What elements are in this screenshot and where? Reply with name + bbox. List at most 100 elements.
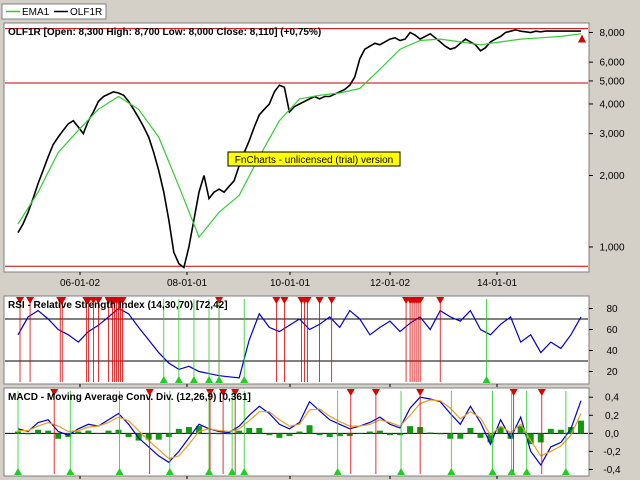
buy-signal-marker xyxy=(115,468,124,475)
buy-signal-marker xyxy=(333,468,342,475)
panel-2-ytick-label-3: -0,2 xyxy=(603,447,621,458)
sell-signal-marker xyxy=(94,297,103,304)
panel-2-ytick-label-1: 0,2 xyxy=(605,411,619,422)
sell-signal-marker xyxy=(315,297,324,304)
panel-2-ytick-label-0: 0,4 xyxy=(605,393,619,404)
panel-1-ytick-label-2: 40 xyxy=(606,346,618,357)
macd-histogram-bar xyxy=(216,433,223,435)
macd-histogram-bar xyxy=(35,429,42,434)
sell-signal-marker xyxy=(231,389,240,396)
macd-histogram-bar xyxy=(236,430,243,434)
buy-signal-marker xyxy=(240,376,249,383)
sell-signal-marker xyxy=(219,389,228,396)
sell-signal-marker xyxy=(272,297,281,304)
macd-histogram-bar xyxy=(266,433,273,436)
panel-0-title: OLF1R [Open: 8,300 High: 8,700 Low: 8,00… xyxy=(8,27,321,38)
panel-0-ytick-label-1: 6,000 xyxy=(599,58,624,69)
macd-histogram-bar xyxy=(527,433,534,445)
sell-signal-marker xyxy=(346,389,355,396)
panel-1-ytick-label-3: 20 xyxy=(606,367,618,378)
trial-watermark: FnCharts - unlicensed (trial) version xyxy=(227,151,401,167)
sell-signal-marker xyxy=(537,389,546,396)
macd-histogram-bar xyxy=(457,433,464,439)
macd-histogram-bar xyxy=(397,433,404,436)
macd-histogram-bar xyxy=(306,425,313,434)
panel-0-ytick-label-0: 8,000 xyxy=(599,28,624,39)
sell-signal-marker xyxy=(416,389,425,396)
macd-histogram-bar xyxy=(195,426,202,434)
macd-histogram-bar xyxy=(517,426,524,434)
macd-histogram-bar xyxy=(286,433,293,437)
buy-signal-marker xyxy=(66,468,75,475)
buy-signal-marker xyxy=(14,468,22,475)
macd-histogram-bar xyxy=(447,433,454,439)
panel-2-ytick-label-4: -0,4 xyxy=(603,465,621,476)
sell-signal-marker xyxy=(371,389,380,396)
panel-1-plot-area xyxy=(3,295,590,385)
buy-signal-marker xyxy=(215,376,224,383)
sell-signal-marker xyxy=(145,389,154,396)
date-tick-label-2: 10-01-01 xyxy=(270,278,310,289)
macd-histogram-bar xyxy=(105,430,112,434)
buy-signal-marker xyxy=(205,468,214,475)
macd-histogram-bar xyxy=(165,433,172,437)
macd-histogram-bar xyxy=(316,433,323,436)
panel-0-ytick-label-6: 1,000 xyxy=(599,242,624,253)
watermark-box xyxy=(227,151,401,167)
buy-signal-marker xyxy=(189,376,198,383)
macd-histogram-bar xyxy=(407,426,414,434)
panel-0-ytick-label-4: 3,000 xyxy=(599,129,624,140)
buy-signal-marker xyxy=(482,376,491,383)
macd-histogram-bar xyxy=(45,430,52,434)
macd-histogram-bar xyxy=(497,427,504,434)
price-buy-arrow-marker xyxy=(577,34,586,43)
panel-2-ytick-label-2: 0,0 xyxy=(605,429,619,440)
sell-signal-marker xyxy=(58,297,67,304)
sell-signal-marker xyxy=(436,297,445,304)
sell-signal-marker xyxy=(26,297,35,304)
panel-0-ytick-label-3: 4,000 xyxy=(599,99,624,110)
macd-histogram-bar xyxy=(557,429,564,434)
sell-signal-marker xyxy=(118,297,127,304)
panel-0-series-olf1r xyxy=(17,29,581,269)
sell-signal-marker xyxy=(303,297,312,304)
panel-1-ytick-label-1: 60 xyxy=(606,325,618,336)
legend-label-0: EMA1 xyxy=(22,7,50,18)
macd-histogram-bar xyxy=(547,428,554,434)
buy-signal-marker xyxy=(488,468,497,475)
panel-0-ytick-label-5: 2,000 xyxy=(599,171,624,182)
panel-0-ytick-label-2: 5,000 xyxy=(599,76,624,87)
macd-histogram-bar xyxy=(467,427,474,434)
buy-signal-marker xyxy=(159,376,168,383)
macd-histogram-bar xyxy=(386,433,393,436)
macd-histogram-bar xyxy=(477,433,484,438)
panel-2-series-macd xyxy=(17,396,582,467)
macd-histogram-bar xyxy=(487,433,494,443)
sell-signal-marker xyxy=(327,297,336,304)
macd-histogram-bar xyxy=(115,429,122,434)
sell-signal-marker xyxy=(84,297,93,304)
panel-1-title: RSI - Relative Strength Index (14,30,70)… xyxy=(8,300,228,311)
panel-2-title: MACD - Moving Average Conv. Div. (12,26,… xyxy=(8,392,251,403)
sell-signal-marker xyxy=(16,297,25,304)
macd-histogram-bar xyxy=(145,433,152,440)
buy-signal-marker xyxy=(507,468,516,475)
sell-signal-marker xyxy=(206,389,215,396)
macd-histogram-bar xyxy=(296,431,303,434)
panel-0-series-ema1 xyxy=(17,33,582,239)
buy-signal-marker xyxy=(174,376,183,383)
macd-histogram-bar xyxy=(226,433,233,435)
macd-histogram-bar xyxy=(437,433,444,435)
macd-histogram-bar xyxy=(376,430,383,434)
macd-histogram-bar xyxy=(155,433,162,440)
macd-histogram-bar xyxy=(346,433,353,437)
macd-histogram-bar xyxy=(256,427,263,434)
buy-signal-marker xyxy=(561,468,570,475)
macd-histogram-bar xyxy=(577,420,584,434)
macd-histogram-bar xyxy=(537,433,544,443)
macd-histogram-bar xyxy=(427,432,434,434)
macd-histogram-bar xyxy=(336,433,343,437)
sell-signal-marker xyxy=(509,389,518,396)
macd-histogram-bar xyxy=(85,430,92,434)
